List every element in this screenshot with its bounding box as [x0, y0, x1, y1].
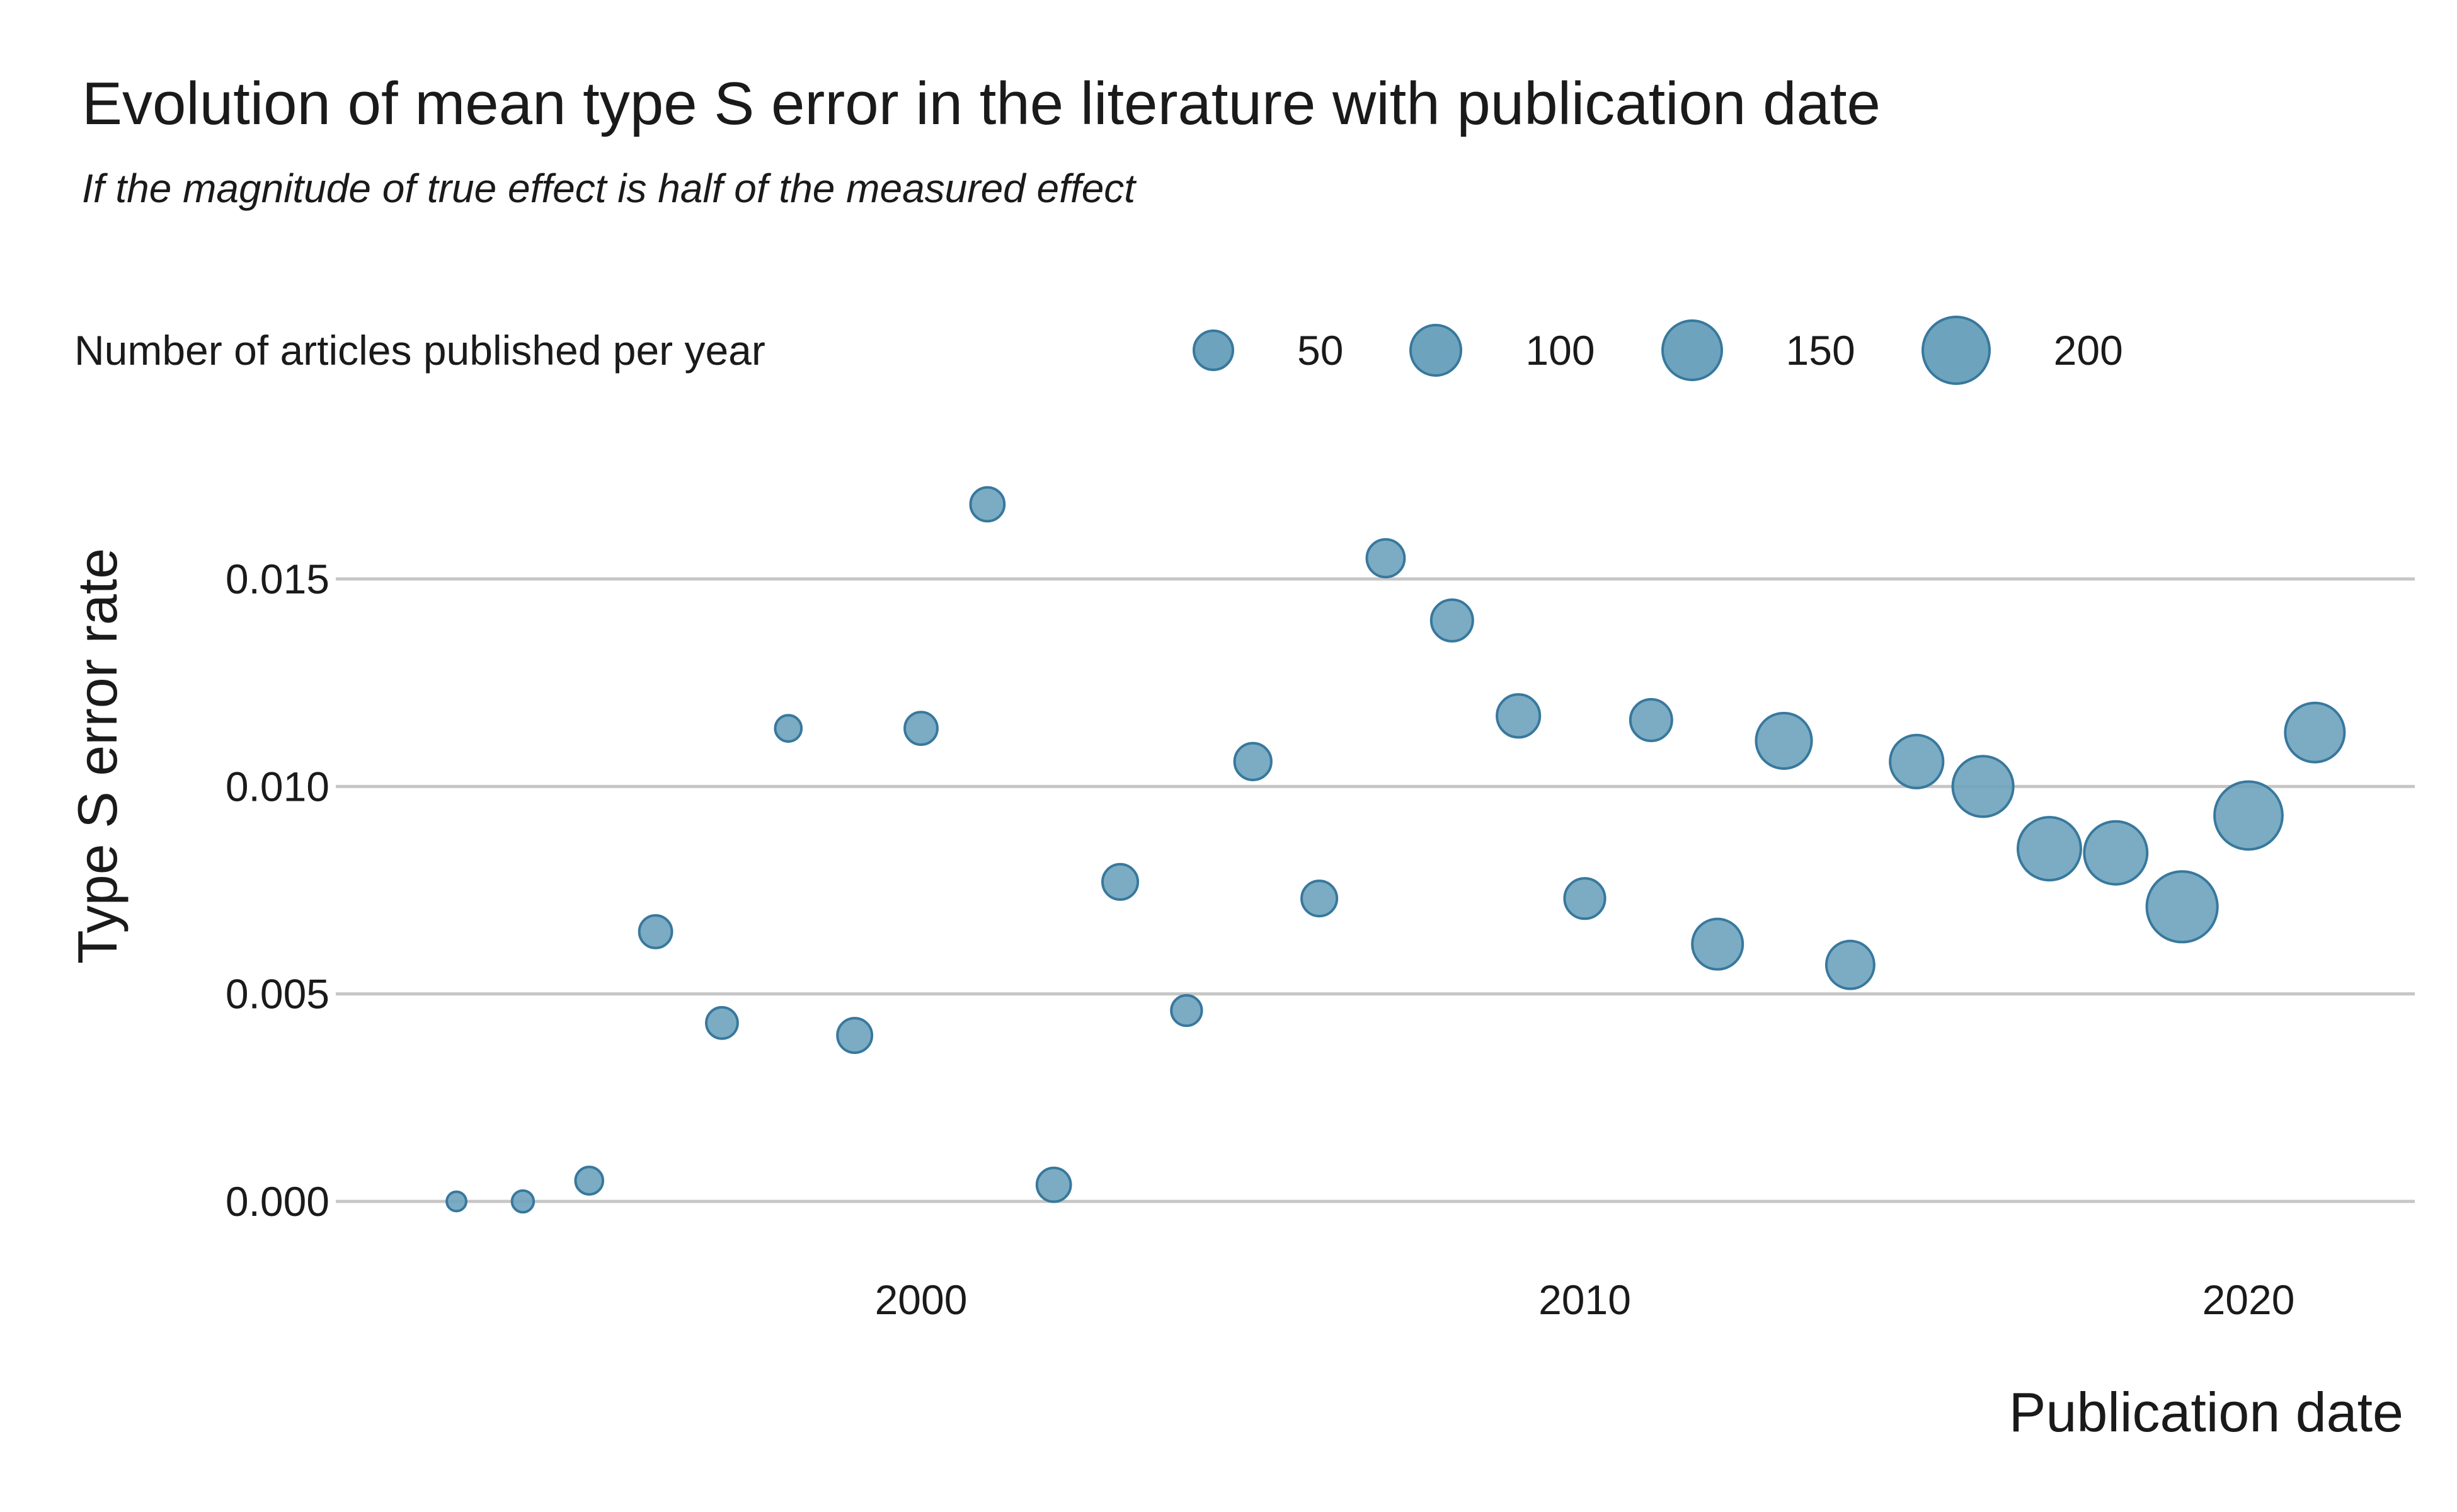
x-tick-label-2010: 2010: [1538, 1276, 1631, 1323]
bubble-2008: [1429, 598, 1474, 643]
bubble-2007: [1365, 538, 1406, 578]
y-tick-label-0.000: 0.000: [226, 1178, 329, 1225]
size-legend-item-50: 50: [1193, 326, 1343, 374]
x-tick-label-2020: 2020: [2202, 1276, 2295, 1323]
size-legend-bubble-50: [1193, 329, 1234, 371]
size-legend: Number of articles published per year 50…: [74, 309, 2123, 391]
bubble-2019: [2145, 870, 2219, 944]
bubble-2017: [2016, 816, 2082, 882]
bubble-1995: [574, 1166, 605, 1196]
size-legend-label: Number of articles published per year: [74, 327, 765, 374]
size-legend-value: 150: [1785, 327, 1855, 374]
size-legend-bubble-100: [1409, 324, 1463, 377]
size-legend-value: 200: [2053, 327, 2123, 374]
bubble-2003: [1101, 862, 1140, 901]
bubble-2005: [1233, 742, 1273, 781]
x-axis-label: Publication date: [2009, 1381, 2403, 1443]
bubble-2004: [1170, 994, 1203, 1028]
bubble-2009: [1496, 693, 1542, 739]
bubble-1996: [638, 914, 673, 949]
bubble-2010: [1563, 877, 1606, 920]
bubble-2006: [1300, 879, 1339, 918]
bubble-2011: [1629, 697, 1673, 742]
bubble-2000: [903, 711, 939, 747]
y-tick-label-0.010: 0.010: [226, 763, 329, 810]
size-legend-item-200: 200: [1921, 316, 2123, 385]
bubble-2020: [2213, 780, 2284, 851]
chart-title: Evolution of mean type S error in the li…: [82, 70, 1881, 137]
size-legend-value: 100: [1525, 327, 1595, 374]
bubble-1994: [510, 1189, 536, 1214]
y-tick-label-0.015: 0.015: [226, 556, 329, 602]
bubble-2001: [969, 486, 1006, 523]
bubble-2015: [1889, 733, 1945, 789]
size-legend-item-150: 150: [1661, 319, 1855, 381]
bubble-2018: [2083, 820, 2149, 886]
y-tick-label-0.005: 0.005: [226, 971, 329, 1017]
y-axis-label: Type S error rate: [66, 548, 129, 964]
bubble-2016: [1951, 755, 2015, 818]
size-legend-bubble-200: [1921, 316, 1991, 385]
bubble-1998: [774, 714, 803, 743]
bubble-2013: [1755, 711, 1813, 770]
bubble-1997: [705, 1005, 739, 1040]
bubble-2012: [1691, 917, 1744, 971]
size-legend-item-100: 100: [1409, 324, 1595, 377]
bubble-1999: [836, 1017, 874, 1054]
bubble-1993: [445, 1190, 467, 1213]
size-legend-items: 50 100 150 200: [1174, 316, 2123, 385]
chart-subtitle: If the magnitude of true effect is half …: [82, 166, 1136, 211]
size-legend-value: 50: [1297, 327, 1344, 374]
size-legend-bubble-150: [1661, 319, 1723, 381]
bubble-2021: [2284, 701, 2346, 764]
bubble-2014: [1824, 939, 1876, 990]
bubble-2002: [1035, 1166, 1072, 1203]
x-tick-label-2000: 2000: [875, 1276, 968, 1323]
